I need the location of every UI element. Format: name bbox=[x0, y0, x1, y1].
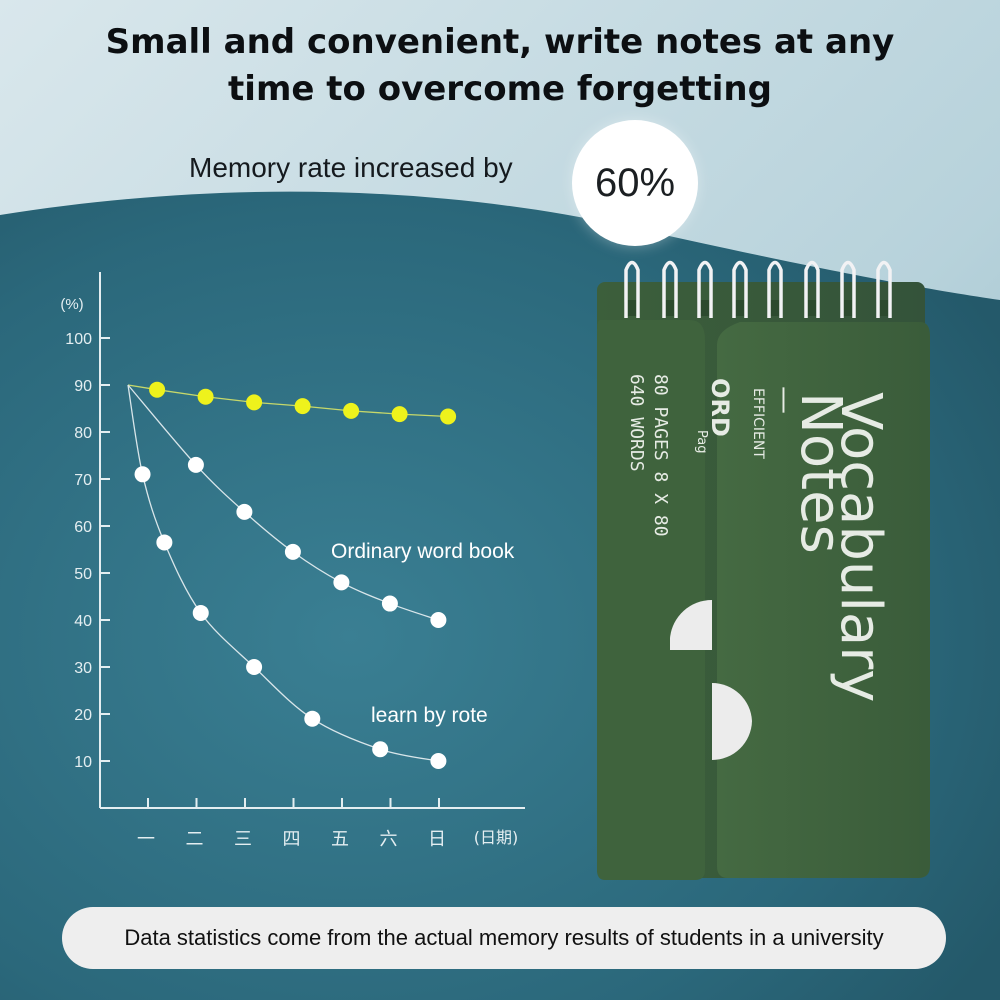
x-tick-label: 五 bbox=[331, 829, 349, 850]
footer-note: Data statistics come from the actual mem… bbox=[62, 907, 946, 969]
memory-rate-value: 60% bbox=[594, 160, 676, 205]
memory-rate-badge: 60% bbox=[572, 120, 698, 246]
spiral-ring bbox=[697, 260, 713, 318]
y-tick-label: 50 bbox=[74, 566, 92, 583]
spiral-ring bbox=[840, 260, 856, 318]
spiral-ring bbox=[662, 260, 678, 318]
data-point-notebook bbox=[197, 388, 214, 405]
data-point-ordinary bbox=[333, 574, 350, 591]
data-point-ordinary bbox=[187, 456, 204, 473]
chart-labels: 10 20 30 40 50 60 70 80 90 100 (%) 一 二 三 四 五 六 日 (日期) Ordin… bbox=[60, 296, 518, 850]
data-point-ordinary bbox=[236, 503, 253, 520]
ring-hole bbox=[697, 300, 713, 316]
spiral-ring bbox=[804, 260, 820, 318]
footer-note-text: Data statistics come from the actual mem… bbox=[124, 925, 884, 950]
y-tick-label: 100 bbox=[65, 331, 92, 348]
fastener-bottom bbox=[712, 682, 752, 760]
notebook-back-fragment1: ORD bbox=[706, 378, 734, 437]
x-tick-label: 二 bbox=[186, 829, 204, 850]
x-tick-label: 一 bbox=[137, 829, 155, 850]
y-tick-label: 40 bbox=[74, 613, 92, 630]
ring-hole bbox=[840, 300, 856, 316]
spiral-ring bbox=[732, 260, 748, 318]
ring-hole bbox=[876, 300, 892, 316]
annotation-ordinary-word-book: Ordinary word book bbox=[331, 540, 515, 563]
notebook-title-line2: Notes bbox=[788, 392, 853, 554]
y-tick-label: 70 bbox=[74, 472, 92, 489]
spiral-ring bbox=[624, 260, 640, 318]
x-tick-label: 六 bbox=[380, 829, 398, 850]
x-tick-label: 三 bbox=[234, 829, 252, 850]
data-point-notebook bbox=[440, 408, 457, 425]
headline-line-1: Small and convenient, write notes at any bbox=[105, 22, 895, 62]
notebook-left-flap bbox=[597, 320, 705, 880]
ring-hole bbox=[662, 300, 678, 316]
y-tick-label: 90 bbox=[74, 378, 92, 395]
chart-axes bbox=[99, 272, 525, 809]
memory-rate-label: Memory rate increased by bbox=[189, 152, 513, 183]
data-point-rote bbox=[304, 710, 321, 727]
data-point-notebook bbox=[149, 381, 166, 398]
y-unit-label: (%) bbox=[60, 296, 83, 313]
data-point-rote bbox=[156, 534, 173, 551]
headline-line-2: time to overcome forgetting bbox=[228, 69, 772, 109]
notebook-dash: — bbox=[769, 386, 802, 414]
data-point-ordinary bbox=[284, 543, 301, 560]
data-point-notebook bbox=[246, 394, 263, 411]
y-tick-label: 30 bbox=[74, 660, 92, 677]
y-tick-label: 10 bbox=[74, 754, 92, 771]
data-point-rote bbox=[192, 604, 209, 621]
notebook-title-line1: Vocabulary bbox=[828, 392, 893, 702]
data-point-ordinary bbox=[430, 612, 447, 628]
y-tick-label: 80 bbox=[74, 425, 92, 442]
series-line-notebook bbox=[127, 384, 449, 418]
data-point-notebook bbox=[343, 402, 360, 419]
ring-hole bbox=[732, 300, 748, 316]
y-tick-label: 60 bbox=[74, 519, 92, 536]
spiral-ring bbox=[876, 260, 892, 318]
data-point-ordinary bbox=[381, 595, 398, 612]
data-point-notebook bbox=[294, 398, 311, 415]
ring-hole bbox=[804, 300, 820, 316]
data-point-rote bbox=[372, 741, 389, 758]
data-point-rote bbox=[134, 466, 151, 483]
spiral-ring bbox=[767, 260, 783, 318]
annotation-learn-by-rote: learn by rote bbox=[371, 704, 488, 727]
notebook-front-cover bbox=[717, 322, 930, 878]
data-point-rote bbox=[246, 659, 263, 675]
notebook-spec-line1: 80 PAGES 8 X 80 bbox=[650, 374, 671, 537]
fastener-top bbox=[670, 599, 712, 650]
x-unit-label: (日期) bbox=[474, 828, 519, 847]
notebook-spec-line2: 640 WORDS bbox=[626, 374, 647, 472]
ring-hole bbox=[767, 300, 783, 316]
x-tick-label: 日 bbox=[428, 829, 446, 850]
x-tick-label: 四 bbox=[283, 829, 301, 850]
spiral-binding bbox=[624, 260, 892, 318]
data-point-notebook bbox=[391, 406, 408, 423]
ring-hole bbox=[624, 300, 640, 316]
data-point-rote bbox=[430, 753, 447, 769]
y-tick-label: 20 bbox=[74, 707, 92, 724]
chart-series-points bbox=[134, 381, 457, 769]
notebook-back-fragment2: Pag bbox=[694, 430, 709, 453]
notebook-tag: EFFICIENT bbox=[750, 388, 766, 459]
